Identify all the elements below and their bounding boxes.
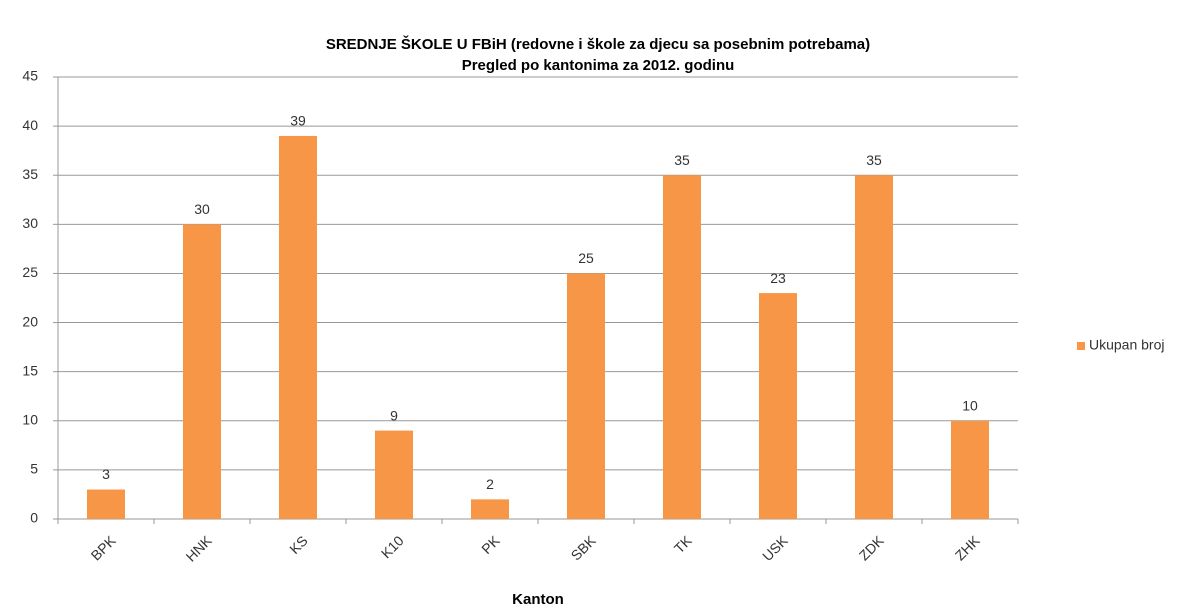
data-label: 39: [290, 113, 306, 129]
chart-subtitle: Pregled po kantonima za 2012. godinu: [462, 57, 735, 74]
x-tick-label: PK: [478, 532, 503, 557]
bar: [759, 293, 797, 519]
bar: [951, 420, 989, 519]
x-axis-title: Kanton: [512, 591, 564, 608]
legend-label: Ukupan broj: [1089, 337, 1165, 353]
y-tick-label: 0: [30, 510, 38, 526]
data-label: 3: [102, 466, 110, 482]
data-label: 9: [390, 407, 398, 423]
data-label: 25: [578, 250, 594, 266]
y-tick-label: 25: [22, 264, 38, 280]
x-tick-label: USK: [759, 532, 791, 564]
bar: [855, 175, 893, 519]
bar: [183, 224, 221, 520]
x-tick-label: BPK: [88, 532, 120, 564]
y-tick-label: 15: [22, 362, 38, 378]
x-tick-label: KS: [286, 532, 311, 557]
x-tick-label: HNK: [183, 532, 216, 565]
bar: [663, 175, 701, 519]
data-label: 23: [770, 270, 786, 286]
x-tick-label: SBK: [568, 532, 600, 564]
y-tick-label: 40: [22, 117, 38, 133]
chart-title: SREDNJE ŠKOLE U FBiH (redovne i škole za…: [326, 35, 870, 53]
y-tick-label: 10: [22, 411, 38, 427]
x-tick-label: TK: [671, 532, 695, 556]
y-tick-label: 45: [22, 68, 38, 84]
x-tick-label: K10: [378, 532, 407, 561]
bar: [375, 430, 413, 519]
x-tick-label: ZDK: [856, 532, 888, 564]
y-tick-label: 35: [22, 166, 38, 182]
data-label: 10: [962, 397, 978, 413]
x-tick-label: ZHK: [952, 532, 984, 564]
data-label: 35: [866, 152, 882, 168]
data-label: 30: [194, 201, 210, 217]
data-label: 35: [674, 152, 690, 168]
legend-swatch: [1077, 342, 1085, 350]
bar: [471, 499, 509, 519]
data-label: 2: [486, 476, 494, 492]
bar: [279, 135, 317, 519]
y-tick-label: 5: [30, 461, 38, 477]
y-tick-label: 20: [22, 313, 38, 329]
y-tick-label: 30: [22, 215, 38, 231]
bar: [567, 273, 605, 519]
bar: [87, 489, 125, 519]
